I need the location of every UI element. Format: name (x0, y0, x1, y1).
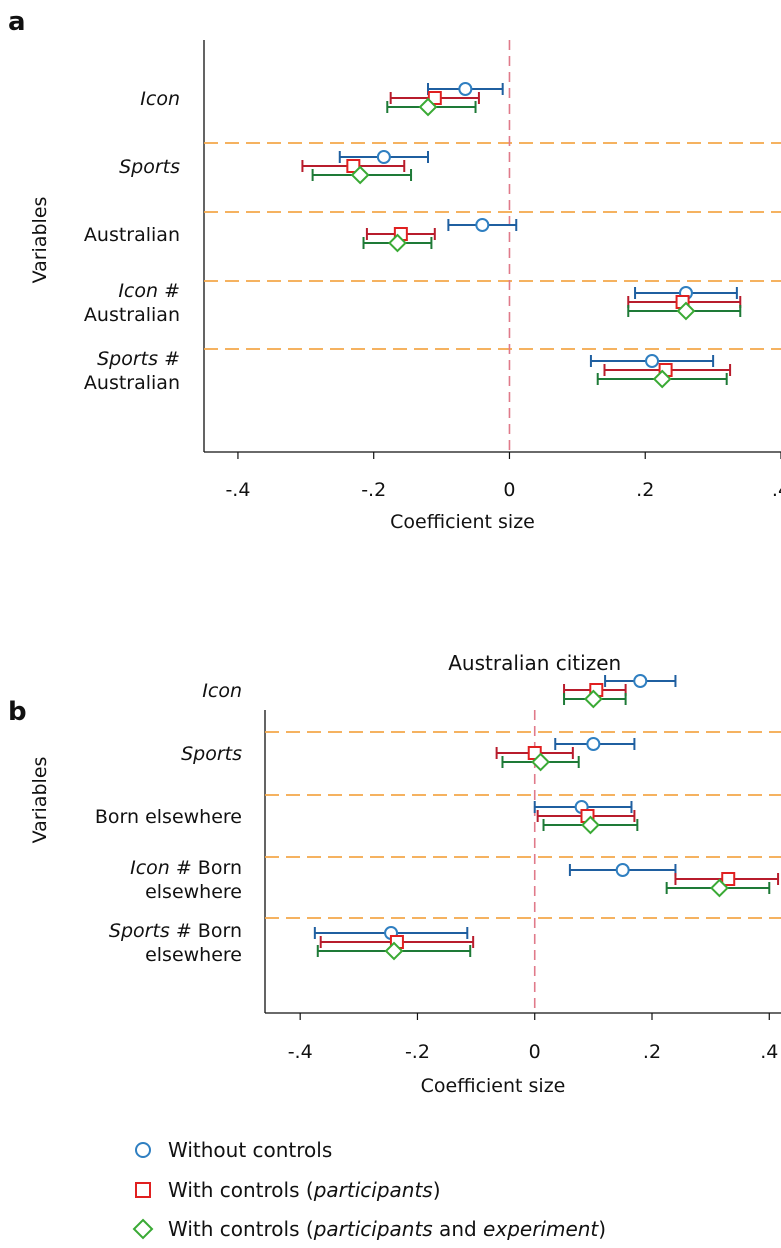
category-label: Sports # Born (109, 920, 242, 942)
point-marker-square (346, 159, 361, 173)
category-label: Icon # Born (130, 857, 242, 879)
label-part: Australian (84, 372, 180, 394)
label-part: Sports (109, 920, 170, 942)
legend-label: With controls (participants and experime… (168, 1217, 606, 1241)
point-marker-diamond (710, 878, 729, 898)
label-part: # (158, 280, 180, 302)
label-part: Icon (130, 857, 170, 879)
label-part: With controls ( (168, 1217, 314, 1241)
label-part: ) (598, 1217, 606, 1241)
label-part: Icon (202, 680, 242, 702)
panel-title: Australian citizen (448, 651, 621, 675)
category-label: Sports (181, 743, 242, 765)
y-axis-title: Variables (29, 197, 51, 284)
point-marker-diamond (531, 752, 551, 772)
point-marker-diamond (384, 941, 404, 961)
label-part: elsewhere (145, 944, 242, 966)
category-label: Sports (119, 156, 180, 178)
label-part: Icon (140, 88, 180, 110)
label-part: Icon (118, 280, 158, 302)
category-label: elsewhere (145, 944, 242, 966)
x-tick-label: .2 (636, 479, 654, 501)
point-marker-circle (633, 674, 648, 688)
label-part: Without controls (168, 1138, 332, 1162)
label-part: # (158, 348, 180, 370)
point-marker-circle (586, 737, 601, 751)
point-marker-diamond (581, 815, 600, 835)
category-label: Icon # (118, 280, 180, 302)
x-tick-label: .4 (760, 1041, 778, 1063)
label-part: experiment (483, 1217, 599, 1241)
point-marker-square (721, 872, 736, 886)
category-label: Icon (202, 680, 242, 702)
label-part: Australian (84, 224, 180, 246)
category-label: elsewhere (145, 881, 242, 903)
category-label: Australian (84, 372, 180, 394)
point-marker-diamond (350, 165, 370, 185)
category-label: Australian (84, 304, 180, 326)
legend-label: Without controls (168, 1138, 332, 1162)
label-part: With controls ( (168, 1178, 314, 1202)
x-axis-title: Coefficient size (390, 511, 535, 533)
category-label: Icon (140, 88, 180, 110)
x-tick-label: -.4 (225, 479, 250, 501)
label-part: Sports (97, 348, 158, 370)
point-marker-diamond (583, 689, 603, 709)
y-axis-title: Variables (29, 757, 51, 844)
panel-a: a -.4 -.2 0 .2 .4 Coefficient size Variables Ico… (8, 7, 781, 533)
point-marker-diamond (388, 233, 407, 253)
label-part: Sports (181, 743, 242, 765)
x-axis-title: Coefficient size (421, 1075, 566, 1097)
point-marker-circle (376, 150, 391, 164)
point-marker-square (427, 91, 442, 105)
x-tick-label: 0 (503, 479, 515, 501)
point-marker-diamond (676, 301, 696, 321)
panel-letter: a (8, 7, 26, 37)
legend-marker-square (135, 1182, 151, 1198)
label-part: Born elsewhere (95, 806, 242, 828)
legend-marker-diamond (132, 1218, 154, 1240)
label-part: Australian (84, 304, 180, 326)
x-tick-label: -.2 (361, 479, 386, 501)
label-part: ) (433, 1178, 441, 1202)
label-part: Sports (119, 156, 180, 178)
x-tick-label: .4 (772, 479, 781, 501)
panel-b: b Australian citizen -.4 -.2 0 .2 .4 Coefficien… (8, 651, 781, 1097)
legend-marker-circle (135, 1142, 151, 1158)
x-tick-label: 0 (529, 1041, 541, 1063)
x-tick-label: .2 (643, 1041, 661, 1063)
label-part: elsewhere (145, 881, 242, 903)
label-part: participants (313, 1178, 433, 1202)
label-part: and (433, 1217, 483, 1241)
point-marker-circle (645, 354, 660, 368)
x-tick-label: -.2 (405, 1041, 430, 1063)
label-part: # Born (170, 857, 242, 879)
label-part: participants (313, 1217, 433, 1241)
label-part: # Born (170, 920, 242, 942)
category-label: Australian (84, 224, 180, 246)
category-label: Sports # (97, 348, 180, 370)
legend-label: With controls (participants) (168, 1178, 441, 1202)
point-marker-diamond (418, 97, 438, 117)
panel-letter: b (8, 697, 27, 727)
point-marker-diamond (652, 369, 672, 389)
point-marker-circle (475, 218, 490, 232)
category-label: Born elsewhere (95, 806, 242, 828)
point-marker-circle (458, 82, 473, 96)
x-tick-label: -.4 (288, 1041, 313, 1063)
point-marker-circle (615, 863, 630, 877)
